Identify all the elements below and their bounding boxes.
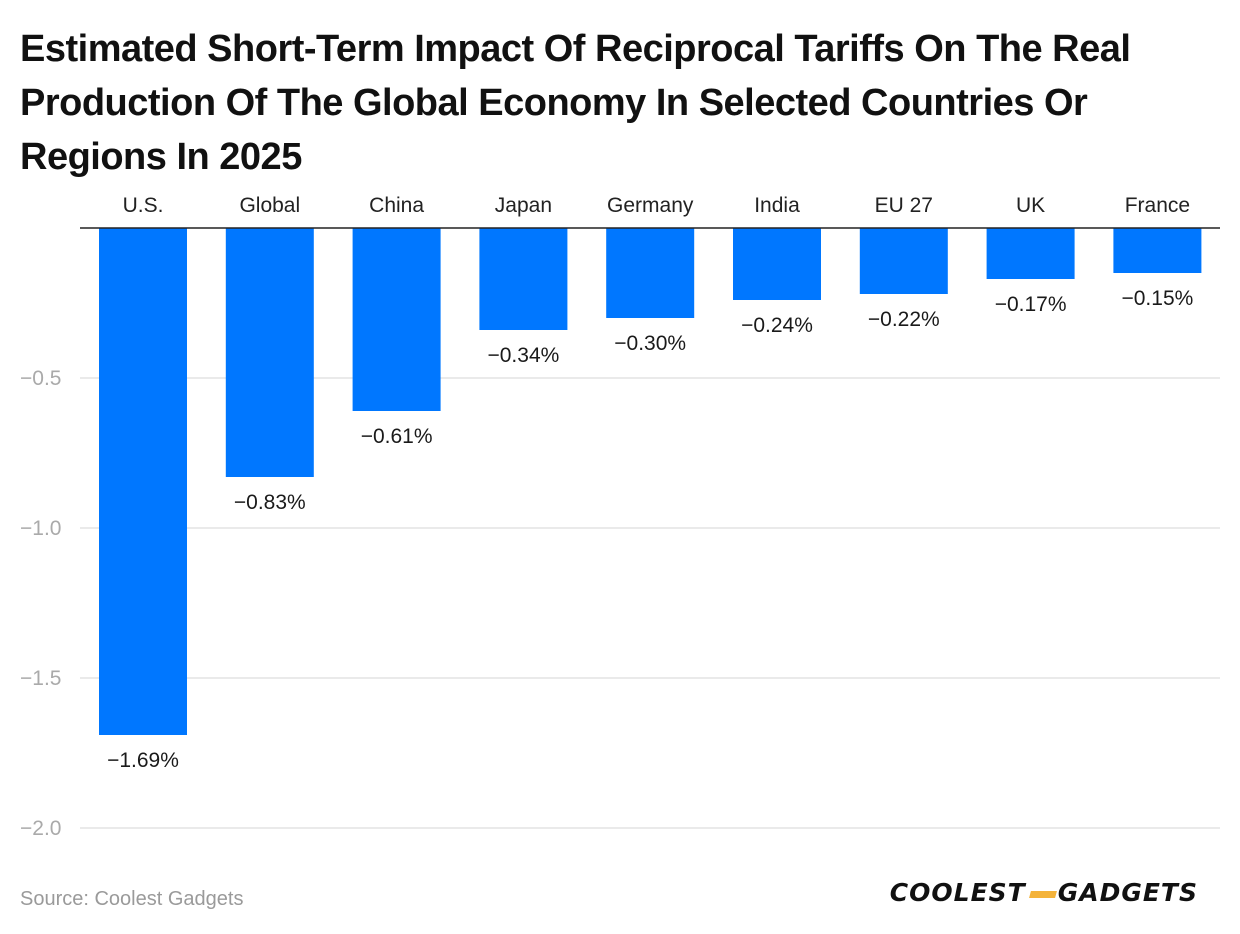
bar: [352, 228, 441, 411]
bar: [733, 228, 821, 300]
category-label: Japan: [495, 194, 552, 217]
brand-logo: COOLEST GADGETS: [890, 878, 1198, 907]
category-label: U.S.: [123, 194, 164, 217]
bar: [479, 228, 568, 330]
y-tick-label: −1.5: [20, 667, 61, 690]
chart-title: Estimated Short-Term Impact Of Reciproca…: [20, 28, 1131, 178]
category-label: China: [369, 194, 424, 217]
value-label: −0.15%: [1121, 287, 1193, 310]
value-label: −0.83%: [234, 491, 306, 514]
bar: [99, 228, 187, 735]
brand-logo-left: COOLEST: [889, 878, 1026, 907]
bar: [859, 228, 948, 294]
value-label: −0.34%: [487, 344, 559, 367]
bar: [986, 228, 1075, 279]
value-label: −0.61%: [361, 425, 433, 448]
category-label: France: [1125, 194, 1190, 217]
value-label: −0.30%: [614, 332, 686, 355]
bar: [606, 228, 695, 318]
y-tick-label: −1.0: [20, 517, 61, 540]
y-tick-label: −0.5: [20, 367, 61, 390]
brand-logo-dash: [1028, 890, 1057, 898]
category-label: EU 27: [875, 194, 933, 217]
source-note: Source: Coolest Gadgets: [20, 888, 244, 910]
value-label: −1.69%: [107, 749, 179, 772]
category-label: Global: [239, 194, 300, 217]
category-label: Germany: [607, 194, 694, 217]
bar: [225, 228, 314, 477]
value-label: −0.17%: [995, 293, 1067, 316]
category-label: UK: [1016, 194, 1045, 217]
bar: [1113, 228, 1202, 273]
value-label: −0.22%: [868, 308, 940, 331]
value-label: −0.24%: [741, 314, 813, 337]
category-label: India: [754, 194, 800, 217]
brand-logo-right: GADGETS: [1057, 878, 1198, 907]
y-tick-label: −2.0: [20, 817, 61, 840]
